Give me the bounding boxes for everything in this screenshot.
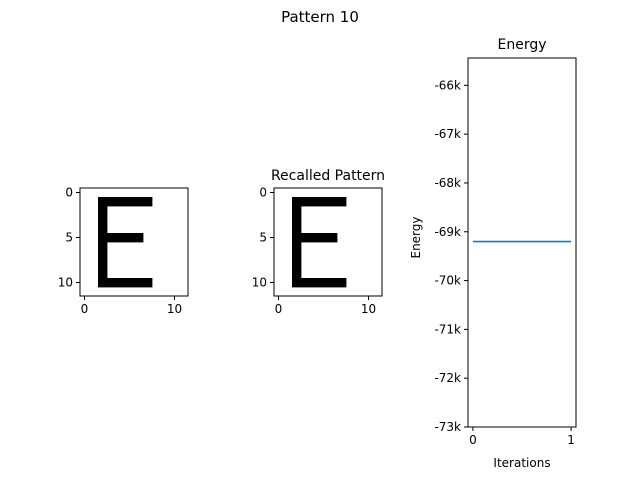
y-axis-label: Energy [409,216,423,258]
pattern-cell [301,278,311,288]
pattern-cell [98,251,108,261]
y-tick-label: 5 [259,231,267,245]
energy-title: Energy [497,37,546,53]
pattern-cell [107,278,117,288]
pattern-cell [98,224,108,234]
pattern-cell [292,278,302,288]
pattern-cell [301,233,311,243]
pattern-cell [337,197,347,207]
pattern-cell [98,197,108,207]
pattern-cell [107,233,117,243]
pattern-cell [116,278,126,288]
y-tick-label: 5 [65,231,73,245]
pattern-cell [328,197,338,207]
pattern-cell [98,278,108,288]
pattern-cell [98,260,108,270]
heatmap-frame [79,187,189,297]
y-tick-label: -66k [434,78,461,92]
pattern-cell [328,278,338,288]
y-tick-label: 0 [65,186,73,200]
pattern-cell [292,251,302,261]
pattern-cell [143,278,153,288]
pattern-cell [292,242,302,252]
pattern-cell [98,242,108,252]
energy-panel: Energy -66k -67k -68k -69k -70k -71k -72k -73k 0 1… [409,37,577,470]
pattern-cell [292,269,302,279]
pattern-cell [143,197,153,207]
x-tick-label: 10 [167,302,182,316]
y-tick-label: -67k [434,127,461,141]
x-tick-label: 0 [81,302,89,316]
pattern-cell [125,233,135,243]
pattern-cell [328,233,338,243]
y-tick-label: -68k [434,176,461,190]
pattern-cell [319,197,329,207]
pattern-cell [134,278,144,288]
pattern-cell [337,278,347,288]
pattern-cell [98,206,108,216]
pattern-cell [125,197,135,207]
x-tick-label: 0 [275,302,283,316]
recalled-pattern-panel: Recalled Pattern 0 5 10 0 10 [252,168,385,316]
plot-area [468,58,576,427]
y-tick-label: 10 [252,276,267,290]
pattern-cell [292,215,302,225]
pattern-cell [310,233,320,243]
pattern-cell [319,278,329,288]
plot-frame [467,57,577,428]
y-tick-label: 0 [259,186,267,200]
pattern-cell [134,197,144,207]
pattern-cell [292,260,302,270]
y-tick-label: -71k [434,322,461,336]
y-tick-label: -70k [434,274,461,288]
pattern-cell [310,278,320,288]
pattern-cell [125,278,135,288]
pattern-cell [292,233,302,243]
y-tick-label: -72k [434,371,461,385]
pattern-cell [116,233,126,243]
figure-title: Pattern 10 [281,8,359,26]
y-tick-label: -69k [434,225,461,239]
pattern-cell [319,233,329,243]
heatmap-title: Recalled Pattern [271,168,385,184]
x-tick-label: 1 [567,433,575,447]
pattern-cell [134,233,144,243]
pattern-cell [98,233,108,243]
input-pattern-panel: 0 5 10 0 10 [58,186,189,316]
pattern-cell [301,197,311,207]
heatmap-frame [273,187,383,297]
x-tick-label: 0 [469,433,477,447]
pattern-cell [98,215,108,225]
pattern-cell [98,269,108,279]
x-tick-label: 10 [361,302,376,316]
pattern-cell [292,224,302,234]
pattern-cell [116,197,126,207]
pattern-cell [292,197,302,207]
y-tick-label: 10 [58,276,73,290]
x-axis-label: Iterations [493,456,550,470]
y-tick-label: -73k [434,420,461,434]
pattern-cell [107,197,117,207]
pattern-cell [292,206,302,216]
pattern-cell [310,197,320,207]
